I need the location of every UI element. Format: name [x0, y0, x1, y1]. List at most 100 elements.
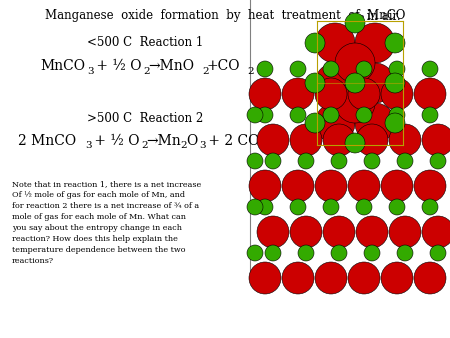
Circle shape — [298, 153, 314, 169]
Circle shape — [282, 262, 314, 294]
Circle shape — [323, 61, 339, 77]
Circle shape — [385, 73, 405, 93]
Circle shape — [355, 23, 395, 63]
Circle shape — [323, 124, 355, 156]
Circle shape — [298, 245, 314, 261]
Circle shape — [389, 216, 421, 248]
Text: O: O — [186, 134, 197, 148]
Circle shape — [422, 199, 438, 215]
Circle shape — [315, 103, 355, 143]
Text: 2: 2 — [180, 142, 187, 150]
Circle shape — [381, 78, 413, 110]
Circle shape — [345, 13, 365, 33]
Circle shape — [389, 124, 421, 156]
Circle shape — [348, 78, 380, 110]
Circle shape — [315, 262, 347, 294]
Circle shape — [323, 216, 355, 248]
Text: 3: 3 — [358, 15, 364, 24]
Circle shape — [414, 78, 446, 110]
Circle shape — [355, 103, 395, 143]
Circle shape — [364, 153, 380, 169]
Text: Manganese  oxide  formation  by  heat  treatment  of  MnCO: Manganese oxide formation by heat treatm… — [45, 9, 405, 23]
Text: Note that in reaction 1, there is a net increase
Of ½ mole of gas for each mole : Note that in reaction 1, there is a net … — [12, 180, 201, 265]
Text: 2: 2 — [202, 67, 209, 75]
Text: + ½ O: + ½ O — [92, 59, 141, 73]
Circle shape — [249, 170, 281, 202]
Circle shape — [348, 262, 380, 294]
Circle shape — [265, 153, 281, 169]
Text: in air.: in air. — [363, 9, 400, 23]
Circle shape — [385, 33, 405, 53]
Text: 3: 3 — [87, 67, 94, 75]
Circle shape — [315, 78, 347, 110]
Circle shape — [290, 216, 322, 248]
Text: 2 MnCO: 2 MnCO — [18, 134, 76, 148]
Circle shape — [282, 78, 314, 110]
Text: 2: 2 — [143, 67, 149, 75]
Text: →Mn: →Mn — [146, 134, 181, 148]
Text: <500 C  Reaction 1: <500 C Reaction 1 — [87, 37, 203, 49]
Circle shape — [397, 245, 413, 261]
Text: →MnO: →MnO — [148, 59, 194, 73]
Circle shape — [257, 199, 273, 215]
Circle shape — [345, 133, 365, 153]
Circle shape — [335, 83, 375, 123]
Text: +CO: +CO — [207, 59, 240, 73]
Circle shape — [247, 153, 263, 169]
Circle shape — [315, 170, 347, 202]
Circle shape — [430, 245, 446, 261]
Circle shape — [315, 23, 355, 63]
Text: MnCO: MnCO — [40, 59, 85, 73]
Circle shape — [247, 245, 263, 261]
Circle shape — [397, 153, 413, 169]
Circle shape — [356, 216, 388, 248]
Text: 2: 2 — [141, 142, 148, 150]
Circle shape — [389, 199, 405, 215]
Circle shape — [331, 153, 347, 169]
Circle shape — [305, 113, 325, 133]
Text: 2: 2 — [258, 142, 265, 150]
Circle shape — [364, 245, 380, 261]
Circle shape — [257, 107, 273, 123]
Circle shape — [345, 73, 365, 93]
Text: + 2 CO: + 2 CO — [204, 134, 259, 148]
Circle shape — [356, 107, 372, 123]
Circle shape — [247, 199, 263, 215]
Circle shape — [282, 170, 314, 202]
Circle shape — [414, 262, 446, 294]
Text: + ½ O: + ½ O — [90, 134, 140, 148]
Circle shape — [247, 107, 263, 123]
Circle shape — [249, 78, 281, 110]
Circle shape — [430, 153, 446, 169]
Circle shape — [381, 170, 413, 202]
Circle shape — [290, 107, 306, 123]
Circle shape — [249, 262, 281, 294]
Circle shape — [290, 199, 306, 215]
Circle shape — [422, 124, 450, 156]
Circle shape — [290, 61, 306, 77]
Circle shape — [257, 124, 289, 156]
Circle shape — [389, 61, 405, 77]
Circle shape — [323, 107, 339, 123]
Circle shape — [356, 124, 388, 156]
Circle shape — [385, 113, 405, 133]
Text: >500 C  Reaction 2: >500 C Reaction 2 — [87, 112, 203, 124]
Circle shape — [348, 170, 380, 202]
Circle shape — [335, 43, 375, 83]
Circle shape — [381, 262, 413, 294]
Circle shape — [389, 107, 405, 123]
Text: 3: 3 — [85, 142, 92, 150]
Circle shape — [422, 61, 438, 77]
Circle shape — [355, 63, 395, 103]
Circle shape — [257, 61, 273, 77]
Text: 2: 2 — [247, 67, 254, 75]
Text: 3: 3 — [199, 142, 206, 150]
Circle shape — [323, 199, 339, 215]
Circle shape — [265, 245, 281, 261]
Circle shape — [305, 73, 325, 93]
Circle shape — [331, 245, 347, 261]
Circle shape — [356, 199, 372, 215]
Circle shape — [315, 63, 355, 103]
Circle shape — [422, 107, 438, 123]
Circle shape — [414, 170, 446, 202]
